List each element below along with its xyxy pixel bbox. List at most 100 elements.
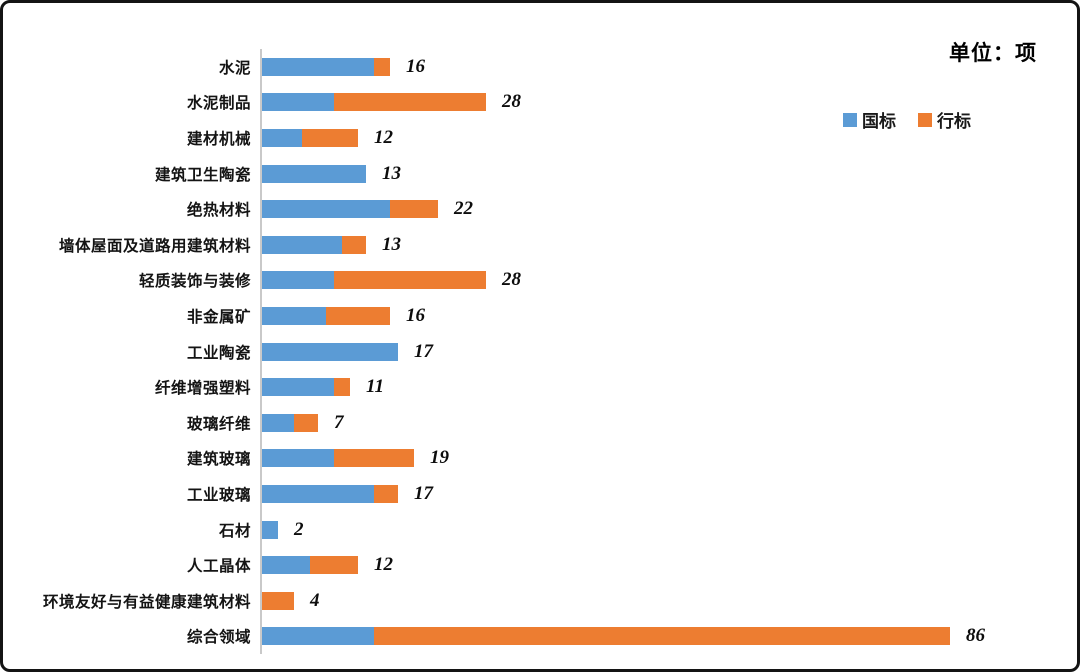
bar-stack	[262, 306, 390, 325]
bar-segment-国标	[262, 128, 302, 147]
bar-stack	[262, 200, 438, 219]
bar-segment-国标	[262, 413, 294, 432]
bar-segment-行标	[302, 128, 358, 147]
bar-stack	[262, 449, 414, 468]
bar-segment-国标	[262, 57, 374, 76]
chart-row: 环境友好与有益健康建筑材料 4	[19, 582, 985, 619]
total-value-label: 16	[406, 55, 425, 77]
bar-stack	[262, 627, 950, 646]
bar-segment-国标	[262, 271, 334, 290]
bar-stack	[262, 413, 318, 432]
chart-row: 建筑卫生陶瓷 13	[19, 155, 985, 192]
bar-segment-行标	[334, 271, 486, 290]
bar-stack	[262, 520, 278, 539]
bar-segment-行标	[390, 200, 438, 219]
bar-area: 13	[260, 226, 401, 263]
bar-segment-行标	[310, 556, 358, 575]
chart-row: 绝热材料 22	[19, 191, 985, 227]
bar-stack	[262, 591, 294, 610]
bar-area: 17	[260, 476, 433, 512]
category-label: 建筑玻璃	[186, 451, 251, 469]
bar-segment-国标	[262, 164, 366, 183]
total-value-label: 11	[366, 376, 384, 398]
bar-segment-行标	[334, 93, 486, 112]
bar-stack	[262, 164, 366, 183]
bar-segment-行标	[334, 378, 350, 397]
total-value-label: 28	[502, 269, 521, 291]
legend-swatch-guobiao	[843, 112, 857, 127]
chart-rows: 水泥 16 水泥制品 28 建材机械 12 建筑卫生陶瓷 13 绝热材料 22 墙体屋面及道路用建筑…	[19, 49, 985, 655]
category-label: 轻质装饰与装修	[138, 273, 251, 291]
bar-area: 19	[260, 440, 449, 477]
bar-area: 28	[260, 84, 521, 121]
bar-segment-国标	[262, 342, 398, 361]
total-value-label: 4	[310, 589, 320, 611]
bar-segment-国标	[262, 556, 310, 575]
bar-chart: 水泥 16 水泥制品 28 建材机械 12 建筑卫生陶瓷 13 绝热材料 22 墙体屋面及道路用建筑…	[19, 49, 985, 655]
bar-area: 16	[260, 49, 425, 85]
chart-row: 非金属矿 16	[19, 298, 985, 334]
legend-item-guobiao: 国标	[843, 107, 896, 132]
total-value-label: 7	[334, 411, 344, 433]
bar-segment-国标	[262, 93, 334, 112]
bar-segment-国标	[262, 627, 374, 646]
legend-item-hangbiao: 行标	[918, 107, 971, 132]
category-label: 非金属矿	[186, 308, 251, 326]
chart-row: 工业玻璃 17	[19, 476, 985, 512]
bar-area: 17	[260, 333, 433, 370]
category-label: 水泥制品	[186, 95, 251, 113]
bar-segment-国标	[262, 200, 390, 219]
bar-stack	[262, 271, 486, 290]
legend: 国标 行标	[843, 107, 971, 132]
bar-stack	[262, 378, 350, 397]
chart-row: 玻璃纤维 7	[19, 404, 985, 441]
bar-area: 2	[260, 511, 304, 548]
bar-area: 12	[260, 120, 393, 156]
bar-stack	[262, 556, 358, 575]
category-label: 墙体屋面及道路用建筑材料	[58, 237, 251, 255]
bar-segment-行标	[374, 484, 398, 503]
bar-stack	[262, 93, 486, 112]
category-label: 绝热材料	[186, 202, 251, 220]
category-label: 工业玻璃	[186, 486, 251, 504]
total-value-label: 28	[502, 91, 521, 113]
bar-segment-行标	[342, 235, 366, 254]
bar-segment-行标	[326, 306, 390, 325]
category-label: 建筑卫生陶瓷	[154, 166, 251, 184]
chart-row: 水泥制品 28	[19, 84, 985, 121]
chart-row: 人工晶体 12	[19, 547, 985, 583]
bar-area: 11	[260, 369, 384, 405]
total-value-label: 86	[966, 625, 985, 647]
category-label: 综合领域	[186, 629, 251, 647]
bar-segment-国标	[262, 449, 334, 468]
category-label: 纤维增强塑料	[154, 380, 251, 398]
chart-row: 纤维增强塑料 11	[19, 369, 985, 405]
chart-row: 建材机械 12	[19, 120, 985, 156]
category-label: 石材	[218, 522, 251, 540]
total-value-label: 22	[454, 198, 473, 220]
legend-label-guobiao: 国标	[862, 112, 896, 131]
bar-segment-国标	[262, 520, 278, 539]
category-label: 玻璃纤维	[186, 415, 251, 433]
total-value-label: 13	[382, 233, 401, 255]
bar-area: 22	[260, 191, 473, 227]
chart-row: 墙体屋面及道路用建筑材料 13	[19, 226, 985, 263]
chart-row: 石材 2	[19, 511, 985, 548]
chart-row: 建筑玻璃 19	[19, 440, 985, 477]
bar-segment-国标	[262, 378, 334, 397]
bar-stack	[262, 128, 358, 147]
bar-segment-行标	[334, 449, 414, 468]
total-value-label: 19	[430, 447, 449, 469]
category-label: 水泥	[218, 59, 251, 77]
total-value-label: 17	[414, 340, 433, 362]
bar-area: 28	[260, 262, 521, 299]
bar-area: 12	[260, 547, 393, 583]
total-value-label: 13	[382, 162, 401, 184]
bar-area: 7	[260, 404, 344, 441]
bar-segment-国标	[262, 484, 374, 503]
bar-area: 16	[260, 298, 425, 334]
chart-row: 综合领域 86	[19, 618, 985, 655]
bar-segment-国标	[262, 235, 342, 254]
legend-label-hangbiao: 行标	[937, 112, 971, 131]
